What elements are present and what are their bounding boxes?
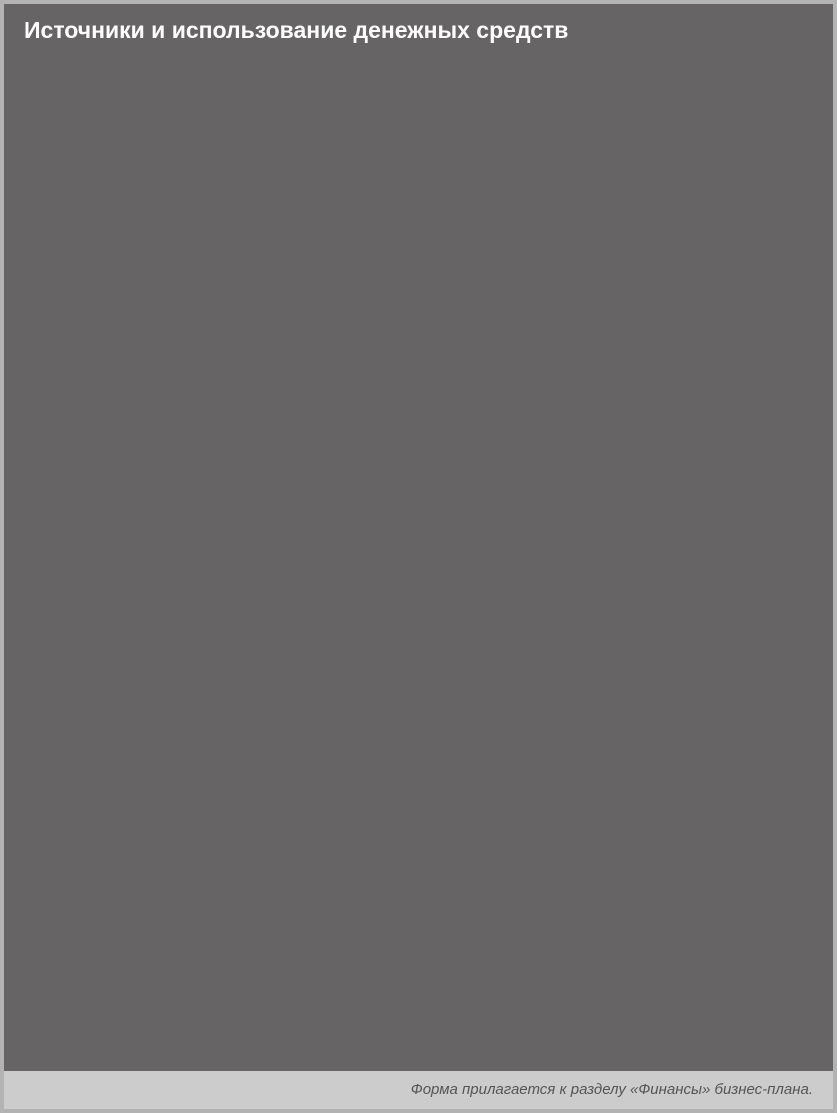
- content-area: Источники и использование денежных средс…: [4, 4, 833, 1071]
- footer-note: Форма прилагается к разделу «Финансы» би…: [411, 1081, 813, 1098]
- footer: Форма прилагается к разделу «Финансы» би…: [4, 1071, 833, 1109]
- page-title: Источники и использование денежных средс…: [24, 16, 813, 46]
